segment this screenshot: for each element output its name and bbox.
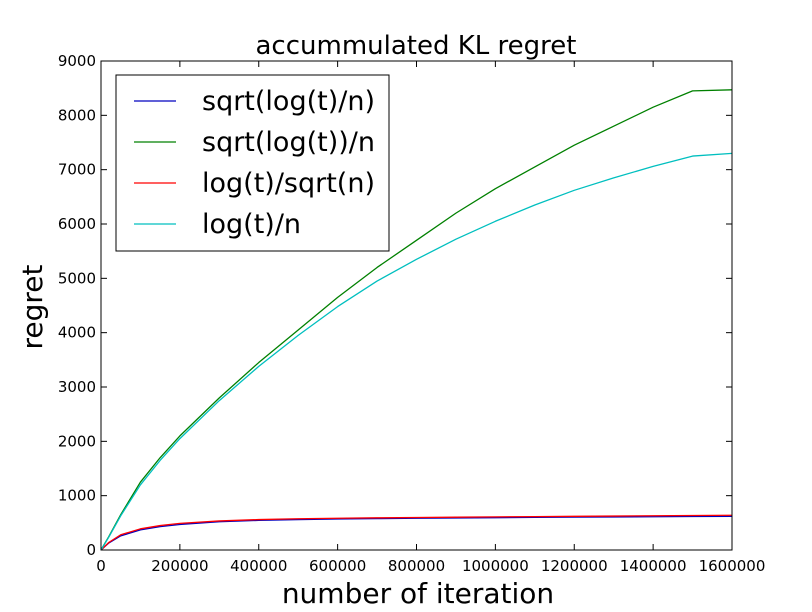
y-tick-label: 5000 xyxy=(58,269,96,287)
legend-label-sqrt-log-t-n: sqrt(log(t))/n xyxy=(202,127,375,158)
x-tick-label: 1000000 xyxy=(462,557,529,575)
x-tick-label: 800000 xyxy=(388,557,445,575)
x-axis-label: number of iteration xyxy=(282,577,554,610)
series-line-log-t-sqrt-n xyxy=(100,514,733,551)
y-tick-label: 6000 xyxy=(58,215,96,233)
x-axis-ticks: 0 200000 400000 600000 800000 1000000 1200000 1… xyxy=(96,61,765,575)
y-axis-label: regret xyxy=(16,264,49,349)
x-tick-label: 1400000 xyxy=(620,557,687,575)
legend: sqrt(log(t)/n) sqrt(log(t))/n log(t)/sqrt(… xyxy=(115,74,390,252)
x-tick-label: 400000 xyxy=(230,557,287,575)
y-tick-label: 4000 xyxy=(58,324,96,342)
y-axis-ticks: 0 1000 2000 3000 4000 5000 6000 7000 8000 9000 xyxy=(58,52,732,559)
series-line-sqrt-log-t-n xyxy=(100,89,733,551)
x-tick-label: 1200000 xyxy=(541,557,608,575)
y-tick-label: 2000 xyxy=(58,432,96,450)
plot-lines xyxy=(100,89,733,551)
legend-label-sqrt-log-t-n: sqrt(log(t)/n) xyxy=(202,86,375,117)
x-tick-label: 600000 xyxy=(309,557,366,575)
y-tick-label: 9000 xyxy=(58,52,96,70)
legend-label-log-t-n: log(t)/n xyxy=(202,209,301,240)
series-line-log-t-n xyxy=(100,152,733,551)
x-tick-label: 0 xyxy=(96,557,106,575)
legend-items: sqrt(log(t)/n) sqrt(log(t))/n log(t)/sqrt(… xyxy=(134,86,375,240)
y-tick-label: 3000 xyxy=(58,378,96,396)
y-tick-label: 7000 xyxy=(58,161,96,179)
x-tick-label: 200000 xyxy=(151,557,208,575)
x-tick-label: 1600000 xyxy=(699,557,766,575)
y-tick-label: 1000 xyxy=(58,487,96,505)
chart-title: accummulated KL regret xyxy=(256,31,577,61)
legend-box xyxy=(115,74,390,252)
y-tick-label: 8000 xyxy=(58,106,96,124)
y-tick-label: 0 xyxy=(86,541,96,559)
legend-label-log-t-sqrt-n: log(t)/sqrt(n) xyxy=(202,168,375,199)
series-line-sqrt-log-t-n xyxy=(100,515,733,551)
